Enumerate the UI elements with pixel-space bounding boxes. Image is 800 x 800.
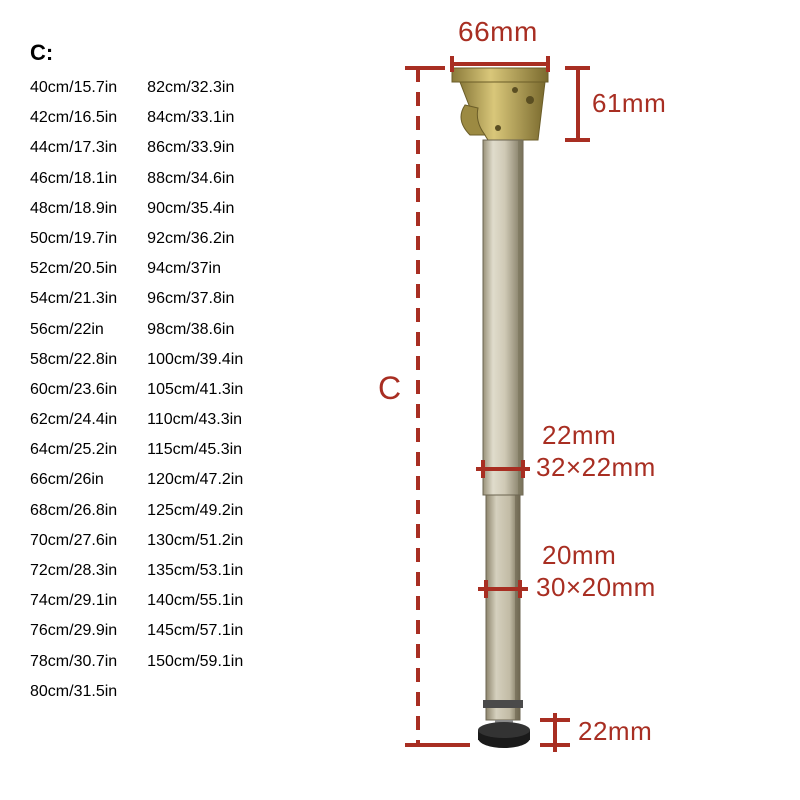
size-row: 100cm/39.4in <box>147 352 243 368</box>
size-row: 66cm/26in <box>30 472 117 488</box>
size-column-1: 40cm/15.7in 42cm/16.5in 44cm/17.3in 46cm/18… <box>30 80 117 714</box>
size-row: 84cm/33.1in <box>147 110 243 126</box>
size-row: 96cm/37.8in <box>147 291 243 307</box>
size-columns: 40cm/15.7in 42cm/16.5in 44cm/17.3in 46cm/18… <box>30 80 243 714</box>
size-row: 76cm/29.9in <box>30 623 117 639</box>
size-row: 62cm/24.4in <box>30 412 117 428</box>
size-row: 46cm/18.1in <box>30 171 117 187</box>
size-row: 70cm/27.6in <box>30 533 117 549</box>
size-row: 58cm/22.8in <box>30 352 117 368</box>
size-row: 52cm/20.5in <box>30 261 117 277</box>
size-row: 82cm/32.3in <box>147 80 243 96</box>
size-row: 94cm/37in <box>147 261 243 277</box>
upper-tube-width-label: 22mm <box>542 420 616 451</box>
mounting-bracket <box>452 68 548 140</box>
size-row: 115cm/45.3in <box>147 442 243 458</box>
lower-tube-section-label: 30×20mm <box>536 572 656 603</box>
size-row: 74cm/29.1in <box>30 593 117 609</box>
size-row: 110cm/43.3in <box>147 412 243 428</box>
upper-tube <box>483 140 523 495</box>
size-row: 80cm/31.5in <box>30 684 117 700</box>
size-row: 86cm/33.9in <box>147 140 243 156</box>
size-row: 78cm/30.7in <box>30 654 117 670</box>
top-width-label: 66mm <box>458 16 538 48</box>
size-row: 150cm/59.1in <box>147 654 243 670</box>
adjustment-collar <box>483 700 523 708</box>
size-row: 50cm/19.7in <box>30 231 117 247</box>
size-column-2: 82cm/32.3in 84cm/33.1in 86cm/33.9in 88cm/34… <box>147 80 243 714</box>
size-row: 64cm/25.2in <box>30 442 117 458</box>
size-row: 42cm/16.5in <box>30 110 117 126</box>
size-row: 48cm/18.9in <box>30 201 117 217</box>
size-row: 60cm/23.6in <box>30 382 117 398</box>
table-title: C: <box>30 40 243 66</box>
size-row: 125cm/49.2in <box>147 503 243 519</box>
foot <box>478 720 530 748</box>
leg-illustration <box>370 10 780 790</box>
height-axis-label: C <box>378 370 401 407</box>
size-row: 105cm/41.3in <box>147 382 243 398</box>
size-row: 98cm/38.6in <box>147 322 243 338</box>
upper-tube-section-label: 32×22mm <box>536 452 656 483</box>
size-row: 68cm/26.8in <box>30 503 117 519</box>
bracket-height-label: 61mm <box>592 88 666 119</box>
size-row: 130cm/51.2in <box>147 533 243 549</box>
size-row: 140cm/55.1in <box>147 593 243 609</box>
size-row: 56cm/22in <box>30 322 117 338</box>
lower-tube-width-label: 20mm <box>542 540 616 571</box>
size-row: 92cm/36.2in <box>147 231 243 247</box>
foot-height-label: 22mm <box>578 716 652 747</box>
size-row: 44cm/17.3in <box>30 140 117 156</box>
size-row: 135cm/53.1in <box>147 563 243 579</box>
size-row: 72cm/28.3in <box>30 563 117 579</box>
lower-tube <box>486 495 520 720</box>
dimension-diagram: 66mm 61mm C 22mm 32×22mm 20mm 30×20mm 22… <box>370 10 780 790</box>
size-table: C: 40cm/15.7in 42cm/16.5in 44cm/17.3in 46cm… <box>30 40 243 714</box>
size-row: 90cm/35.4in <box>147 201 243 217</box>
size-row: 40cm/15.7in <box>30 80 117 96</box>
size-row: 120cm/47.2in <box>147 472 243 488</box>
size-row: 145cm/57.1in <box>147 623 243 639</box>
size-row: 54cm/21.3in <box>30 291 117 307</box>
size-row: 88cm/34.6in <box>147 171 243 187</box>
